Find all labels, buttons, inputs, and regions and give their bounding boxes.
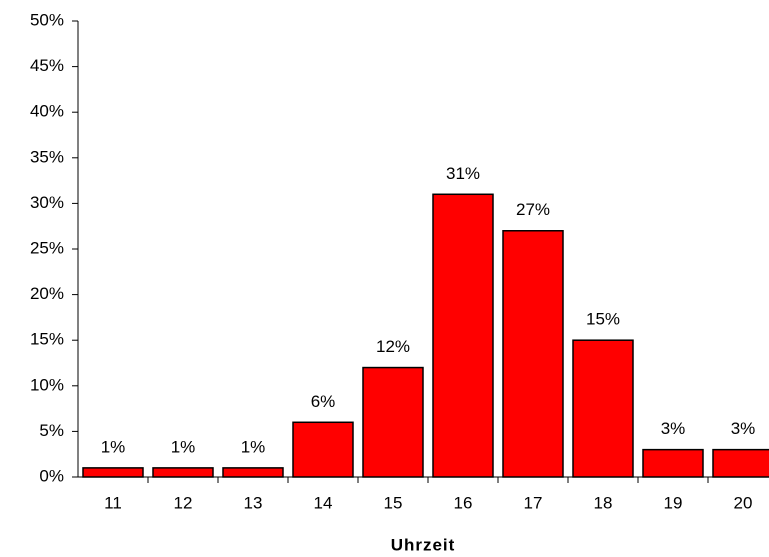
y-tick-label: 30% xyxy=(30,193,64,212)
bar xyxy=(222,467,284,478)
y-tick-label: 20% xyxy=(30,284,64,303)
bar xyxy=(292,421,354,478)
x-tick-label: 19 xyxy=(664,493,683,512)
value-label: 12% xyxy=(376,337,410,356)
value-label: 15% xyxy=(586,310,620,329)
y-tick-label: 50% xyxy=(30,10,64,29)
value-label: 1% xyxy=(241,437,266,456)
bar xyxy=(502,230,564,478)
value-label: 3% xyxy=(731,419,756,438)
y-tick-label: 15% xyxy=(30,330,64,349)
bar xyxy=(432,193,494,478)
x-tick-label: 11 xyxy=(104,493,122,512)
bar xyxy=(82,467,144,478)
x-tick-label: 20 xyxy=(734,493,753,512)
x-tick-label: 16 xyxy=(454,493,473,512)
y-tick-label: 0% xyxy=(39,466,64,485)
y-tick-label: 35% xyxy=(30,147,64,166)
bar xyxy=(362,366,424,478)
y-tick-label: 45% xyxy=(30,56,64,75)
bar xyxy=(642,448,704,478)
x-tick-label: 13 xyxy=(244,493,263,512)
bar xyxy=(152,467,214,478)
value-label: 27% xyxy=(516,200,550,219)
x-tick-label: 15 xyxy=(384,493,403,512)
y-tick-label: 5% xyxy=(39,421,64,440)
x-tick-label: 18 xyxy=(594,493,613,512)
bar xyxy=(572,339,634,478)
x-tick-label: 17 xyxy=(524,493,543,512)
value-label: 1% xyxy=(171,437,196,456)
value-label: 31% xyxy=(446,164,480,183)
y-tick-label: 10% xyxy=(30,375,64,394)
value-label: 6% xyxy=(311,392,336,411)
y-tick-label: 25% xyxy=(30,238,64,257)
y-tick-label: 40% xyxy=(30,102,64,121)
bar xyxy=(712,448,769,478)
x-tick-label: 14 xyxy=(314,493,333,512)
x-axis-title: Uhrzeit xyxy=(391,535,456,554)
value-label: 1% xyxy=(101,437,126,456)
value-label: 3% xyxy=(661,419,686,438)
x-tick-label: 12 xyxy=(174,493,193,512)
